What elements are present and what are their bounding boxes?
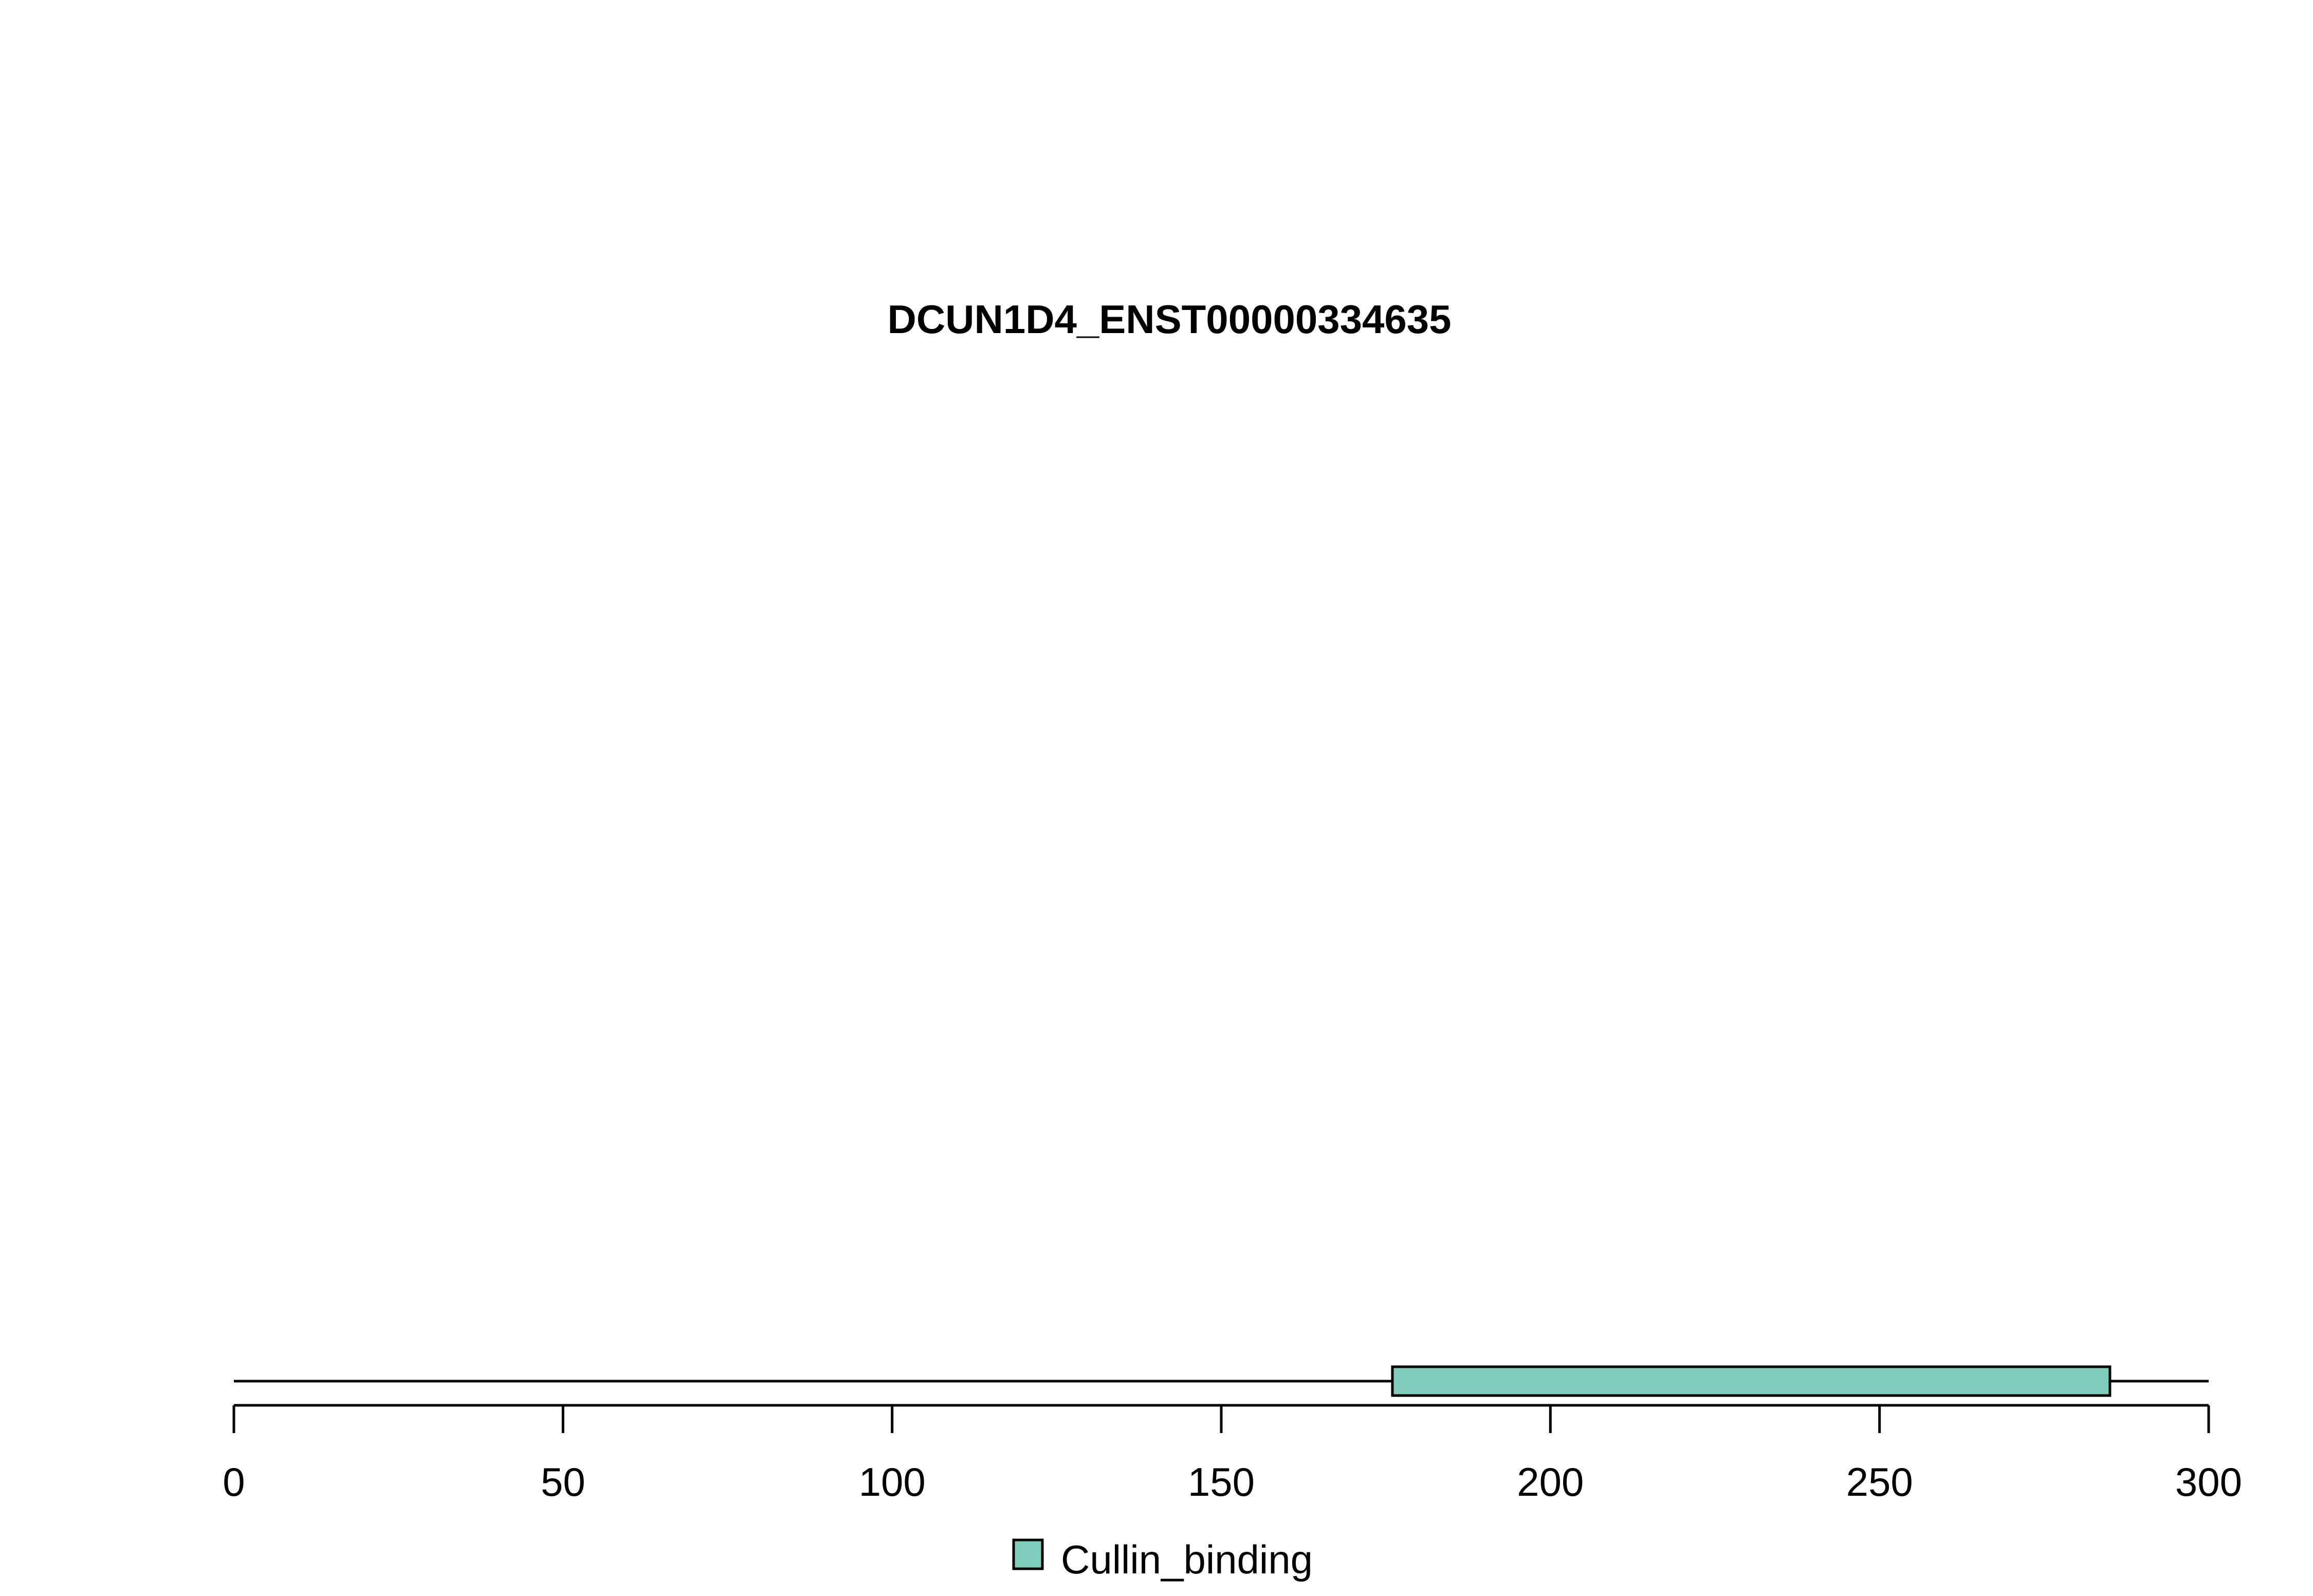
x-tick-label-100: 100	[859, 1459, 926, 1505]
x-tick-label-150: 150	[1188, 1459, 1255, 1505]
x-tick-label-200: 200	[1517, 1459, 1584, 1505]
x-axis: 0 50 100 150 200 250 300	[223, 1404, 2242, 1505]
x-tick-label-300: 300	[2175, 1459, 2242, 1505]
legend-swatch-0	[1012, 1538, 1044, 1570]
legend-label-0: Cullin_binding	[1061, 1537, 1313, 1582]
x-tick-label-50: 50	[541, 1459, 585, 1505]
domain-cullin-binding	[1391, 1365, 2112, 1397]
x-tick-label-250: 250	[1846, 1459, 1913, 1505]
domain-layer	[1391, 1365, 2112, 1397]
x-tick-label-0: 0	[223, 1459, 245, 1505]
chart-title: DCUN1D4_ENST00000334635	[888, 297, 1452, 342]
legend: Cullin_binding	[1012, 1537, 1313, 1582]
